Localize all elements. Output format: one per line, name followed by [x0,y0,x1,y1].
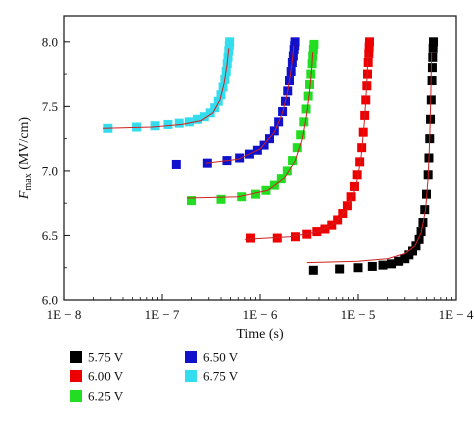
y-axis-title-main: F [17,190,32,200]
data-point [199,112,209,122]
data-point [150,121,160,131]
data-point [163,119,173,129]
legend-label: 6.00 V [88,369,124,384]
data-point [187,196,197,206]
data-point [184,117,194,127]
data-point [192,114,202,124]
data-point [355,157,365,167]
legend-label: 6.75 V [203,369,239,384]
y-axis-title: Fmax (MV/cm) [17,117,34,200]
data-point [216,194,226,204]
legend-label: 6.25 V [88,389,124,404]
legend-swatch [70,370,82,382]
data-point [308,45,318,55]
data-point [308,265,318,275]
y-tick-label: 7.5 [42,99,58,114]
data-point [301,104,311,114]
data-point [414,234,424,244]
data-point [246,233,256,243]
data-point [429,37,439,47]
data-point [213,96,223,106]
data-point [305,79,315,89]
y-tick-label: 6.5 [42,228,58,243]
fit-line [306,52,433,264]
fit-line [102,48,230,129]
data-markers [103,37,439,275]
data-point [364,37,374,47]
data-point [276,174,286,184]
data-point [288,51,298,61]
axis-ticks: 1E − 8 1E − 7 1E − 6 1E − 5 1E − 4 6.0 6.5 7.0 7… [42,34,474,322]
x-tick-label: 1E − 5 [341,307,376,322]
svg-text:Fmax (MV/cm): Fmax (MV/cm) [17,117,34,200]
data-point [364,42,374,52]
data-point [364,48,374,58]
fit-line [186,52,314,199]
data-point [299,117,309,127]
x-tick-label: 1E − 4 [439,307,474,322]
data-point [282,166,292,176]
data-point [290,232,300,242]
data-point [420,205,430,215]
fit-line [205,45,295,164]
data-point [335,264,345,274]
data-point [235,153,245,163]
data-point [272,233,282,243]
y-tick-label: 8.0 [42,34,58,49]
data-point [333,215,343,225]
data-point [171,159,181,169]
data-point [292,143,302,153]
fit-curves [102,45,433,264]
data-point [426,95,436,105]
data-point [387,259,397,269]
data-point [290,37,300,47]
data-point [346,192,356,202]
data-point [309,39,319,49]
legend-label: 5.75 V [88,350,124,365]
data-point [411,241,421,251]
data-point [352,170,362,180]
data-point [428,52,438,62]
data-point [251,189,261,199]
data-point [427,63,437,73]
y-tick-label: 6.0 [42,293,58,308]
data-point [367,261,377,271]
data-point [378,260,388,270]
data-point [427,76,437,86]
x-tick-label: 1E − 8 [47,307,82,322]
data-point [259,140,269,150]
data-point [237,192,247,202]
data-point [288,156,298,166]
data-point [303,91,313,101]
y-axis-title-sub: max [23,173,34,190]
x-axis-title: Time (s) [236,327,284,342]
data-point [210,103,220,113]
data-point [264,134,274,144]
legend-swatch [185,351,197,363]
y-tick-label: 7.0 [42,163,58,178]
x-tick-label: 1E − 7 [145,307,180,322]
fit-line [244,52,369,240]
legend-swatch [70,390,82,402]
data-point [225,37,235,47]
data-point [394,256,404,266]
x-tick-label: 1E − 6 [243,307,278,322]
legend-swatch [70,351,82,363]
data-point [342,201,352,211]
data-point [174,118,184,128]
data-point [353,263,363,273]
legend-label: 6.50 V [203,350,239,365]
data-point [349,181,359,191]
data-point [428,43,438,53]
legend-swatch [185,370,197,382]
legend: 5.75 V 6.50 V 6.00 V 6.75 V 6.25 V [70,350,239,404]
data-point [408,246,418,256]
data-point [296,130,306,140]
y-axis-title-unit: (MV/cm) [17,117,32,174]
data-point [205,108,215,118]
